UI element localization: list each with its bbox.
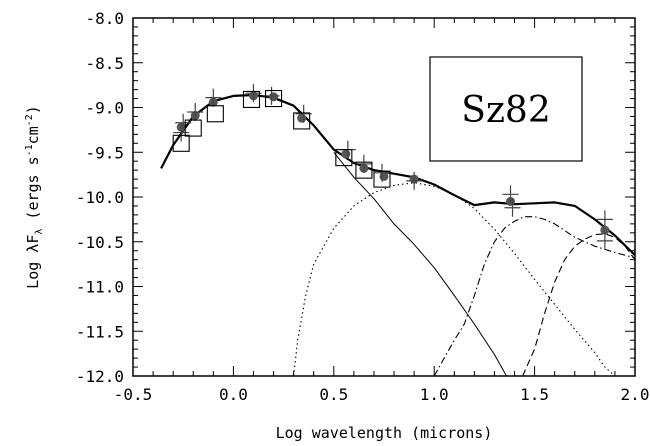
data-point-plus [406, 171, 423, 190]
data-markers [172, 84, 613, 250]
data-point-square [293, 112, 311, 130]
data-point-square [242, 90, 261, 108]
data-point-square [184, 119, 202, 137]
x-tick-label: 0.0 [219, 385, 248, 404]
y-tick-label: -11.0 [76, 278, 124, 297]
y-axis-title-units-open: (ergs s [24, 156, 42, 228]
data-point-circle [297, 113, 307, 123]
x-tick-label: -0.5 [114, 385, 153, 404]
data-point-square [335, 149, 353, 167]
x-axis-title: Log wavelength (microns) [276, 424, 493, 442]
data-point-plus [502, 185, 519, 204]
data-point-plus [355, 154, 372, 173]
data-point-plus [596, 231, 613, 250]
data-point-circle [341, 149, 351, 159]
data-point-plus [187, 102, 204, 121]
data-point-plus [295, 104, 312, 123]
y-axis-title-sup1: -1 [24, 144, 35, 156]
y-tick-label: -8.0 [85, 9, 124, 28]
data-point-plus [596, 210, 613, 229]
curve-dashed [522, 233, 635, 376]
data-point-square [206, 105, 224, 123]
x-tick-label: 2.0 [621, 385, 650, 404]
axis-tick-labels: -0.5 0.0 0.5 1.0 1.5 2.0 -8.0 -8.5 -9.0 -9.5 -10.0… [76, 9, 650, 404]
y-tick-label: -11.5 [76, 322, 124, 341]
y-tick-label: -12.0 [76, 367, 124, 386]
x-tick-label: 1.0 [420, 385, 449, 404]
inset-label: Sz82 [461, 90, 550, 131]
y-axis-title-close: ) [24, 105, 42, 114]
curve-thick-solid [160, 93, 635, 256]
data-point-plus [245, 84, 262, 103]
plot-frame [132, 17, 636, 377]
y-tick-label: -10.0 [76, 188, 124, 207]
data-point-square [172, 134, 190, 152]
data-point-square [265, 90, 283, 108]
data-point-plus [173, 123, 190, 142]
data-point-square [373, 170, 391, 188]
curve-dash-dot [433, 216, 635, 376]
y-axis-title-prefix: Log λF [24, 235, 42, 289]
data-point-square [355, 161, 373, 179]
data-point-plus [504, 198, 521, 217]
data-point-plus [205, 88, 222, 107]
x-tick-label: 0.5 [319, 385, 348, 404]
x-tick-label: 1.5 [520, 385, 549, 404]
y-tick-label: -9.0 [85, 99, 124, 118]
data-point-plus [175, 113, 192, 132]
inset-label-box [429, 56, 583, 162]
curve-dotted [293, 182, 616, 376]
y-tick-label: -10.5 [76, 233, 124, 252]
y-axis-title-sup2: -2 [24, 114, 35, 126]
curve-thin-solid [333, 151, 507, 376]
y-tick-label: -9.5 [85, 143, 124, 162]
y-axis-title-cm: cm [24, 126, 42, 144]
axis-ticks [132, 17, 636, 377]
y-axis-title: Log λFλ (ergs s-1cm-2) [24, 105, 45, 289]
y-axis-title-subscript: λ [34, 229, 45, 235]
data-point-plus [373, 163, 390, 182]
data-point-plus [263, 86, 280, 105]
data-point-circle [269, 92, 279, 102]
data-point-circle [600, 225, 610, 235]
model-curves [160, 93, 635, 376]
y-tick-label: -8.5 [85, 54, 124, 73]
